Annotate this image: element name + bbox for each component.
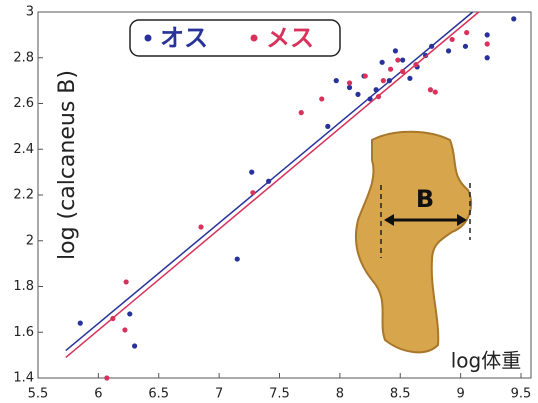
y-tick-label: 1.4 [13, 371, 34, 386]
point [198, 224, 203, 229]
point [387, 78, 392, 83]
point [334, 78, 339, 83]
point [407, 76, 412, 81]
point [429, 44, 434, 49]
legend-label: メス [266, 24, 314, 52]
x-tick-label: 5.5 [28, 387, 49, 402]
point [374, 87, 379, 92]
y-axis-label: log (calcaneus B) [55, 70, 80, 260]
point [381, 78, 386, 83]
point [124, 279, 129, 284]
point [132, 343, 137, 348]
point [380, 60, 385, 65]
point [428, 87, 433, 92]
x-axis-label: log体重 [451, 349, 522, 373]
point [266, 179, 271, 184]
point [446, 48, 451, 53]
y-tick-label: 2.6 [13, 96, 34, 111]
point [319, 96, 324, 101]
point [511, 16, 516, 21]
point [104, 375, 109, 380]
point [463, 44, 468, 49]
point [464, 30, 469, 35]
y-tick-label: 3 [26, 5, 34, 20]
point [413, 62, 418, 67]
y-tick-label: 2.2 [13, 188, 34, 203]
point [388, 67, 393, 72]
x-tick-label: 6.5 [148, 387, 169, 402]
y-tick-label: 1.6 [13, 325, 34, 340]
legend-marker [145, 35, 152, 42]
point [347, 80, 352, 85]
point [450, 37, 455, 42]
point [249, 170, 254, 175]
point [363, 73, 368, 78]
point [485, 41, 490, 46]
legend-marker [251, 35, 258, 42]
point [347, 85, 352, 90]
x-tick-label: 9 [456, 387, 464, 402]
x-tick-label: 8 [336, 387, 344, 402]
legend-label: オス [160, 24, 208, 52]
point [325, 124, 330, 129]
y-tick-label: 1.8 [13, 279, 34, 294]
point [376, 94, 381, 99]
y-tick-label: 2.4 [13, 142, 34, 157]
point [250, 190, 255, 195]
y-tick-label: 2 [26, 233, 34, 248]
point [355, 92, 360, 97]
x-tick-label: 8.5 [390, 387, 411, 402]
x-tick-label: 9.5 [511, 387, 532, 402]
point [122, 327, 127, 332]
inset-label: B [416, 185, 434, 213]
point [393, 48, 398, 53]
chart: B log (calcaneus B) log体重 1.4 1.6 1.8 2 2.2 2… [0, 0, 538, 403]
x-tick-label: 7 [215, 387, 223, 402]
point [110, 316, 115, 321]
point [395, 57, 400, 62]
point [400, 69, 405, 74]
point [485, 55, 490, 60]
point [299, 110, 304, 115]
y-tick-label: 2.8 [13, 50, 34, 65]
point [78, 321, 83, 326]
point [127, 311, 132, 316]
point [433, 89, 438, 94]
x-tick-label: 7.5 [269, 387, 290, 402]
point [400, 57, 405, 62]
x-tick-label: 6 [94, 387, 102, 402]
point [485, 32, 490, 37]
point [235, 256, 240, 261]
